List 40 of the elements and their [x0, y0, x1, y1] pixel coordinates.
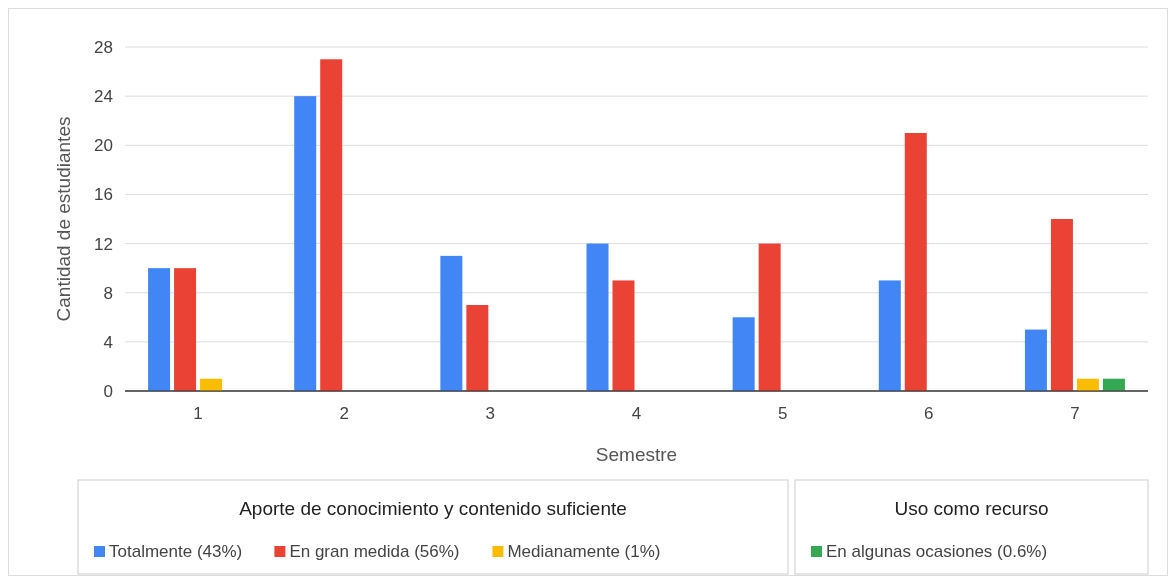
legend-label: Totalmente (43%) [109, 542, 243, 561]
y-tick-label: 20 [94, 136, 113, 156]
legend-label: En gran medida (56%) [289, 542, 460, 561]
x-tick-label: 2 [339, 404, 349, 423]
y-tick-label: 12 [94, 234, 113, 254]
bar [1076, 378, 1099, 391]
bar [440, 255, 463, 391]
bar [174, 268, 197, 391]
text: Uso como recurso [894, 498, 1049, 519]
bar [1102, 378, 1125, 391]
bar [1024, 329, 1047, 391]
text: Aporte de conocimiento y contenido suficiente [239, 498, 627, 519]
x-axis-title: Semestre [595, 444, 678, 465]
bar [466, 305, 489, 391]
bar [200, 378, 223, 391]
legend-label: Medianamente (1%) [507, 542, 661, 561]
x-tick-label: 5 [777, 404, 788, 423]
x-tick-label: 3 [485, 404, 496, 423]
bar [878, 280, 901, 391]
bar [732, 317, 755, 391]
y-tick-label: 16 [94, 185, 113, 205]
y-axis-title: Cantidad de estudiantes [53, 116, 74, 322]
y-tick-label: 28 [94, 37, 113, 57]
bar [1050, 219, 1073, 391]
y-tick-label: 24 [94, 87, 113, 107]
bar [294, 96, 317, 391]
legend-label: En algunas ocasiones (0.6%) [826, 542, 1048, 561]
bar [320, 59, 343, 391]
y-tick-label: 0 [103, 381, 113, 401]
bar [904, 133, 927, 391]
x-tick-label: 1 [193, 404, 203, 423]
bar [612, 280, 635, 391]
x-tick-label: 7 [1070, 404, 1080, 423]
bar [758, 243, 781, 391]
y-tick-label: 4 [103, 332, 113, 352]
x-tick-label: 4 [631, 404, 642, 423]
bar [148, 268, 171, 391]
x-tick-label: 6 [924, 404, 934, 423]
y-tick-label: 8 [103, 283, 113, 303]
bar [586, 243, 609, 391]
